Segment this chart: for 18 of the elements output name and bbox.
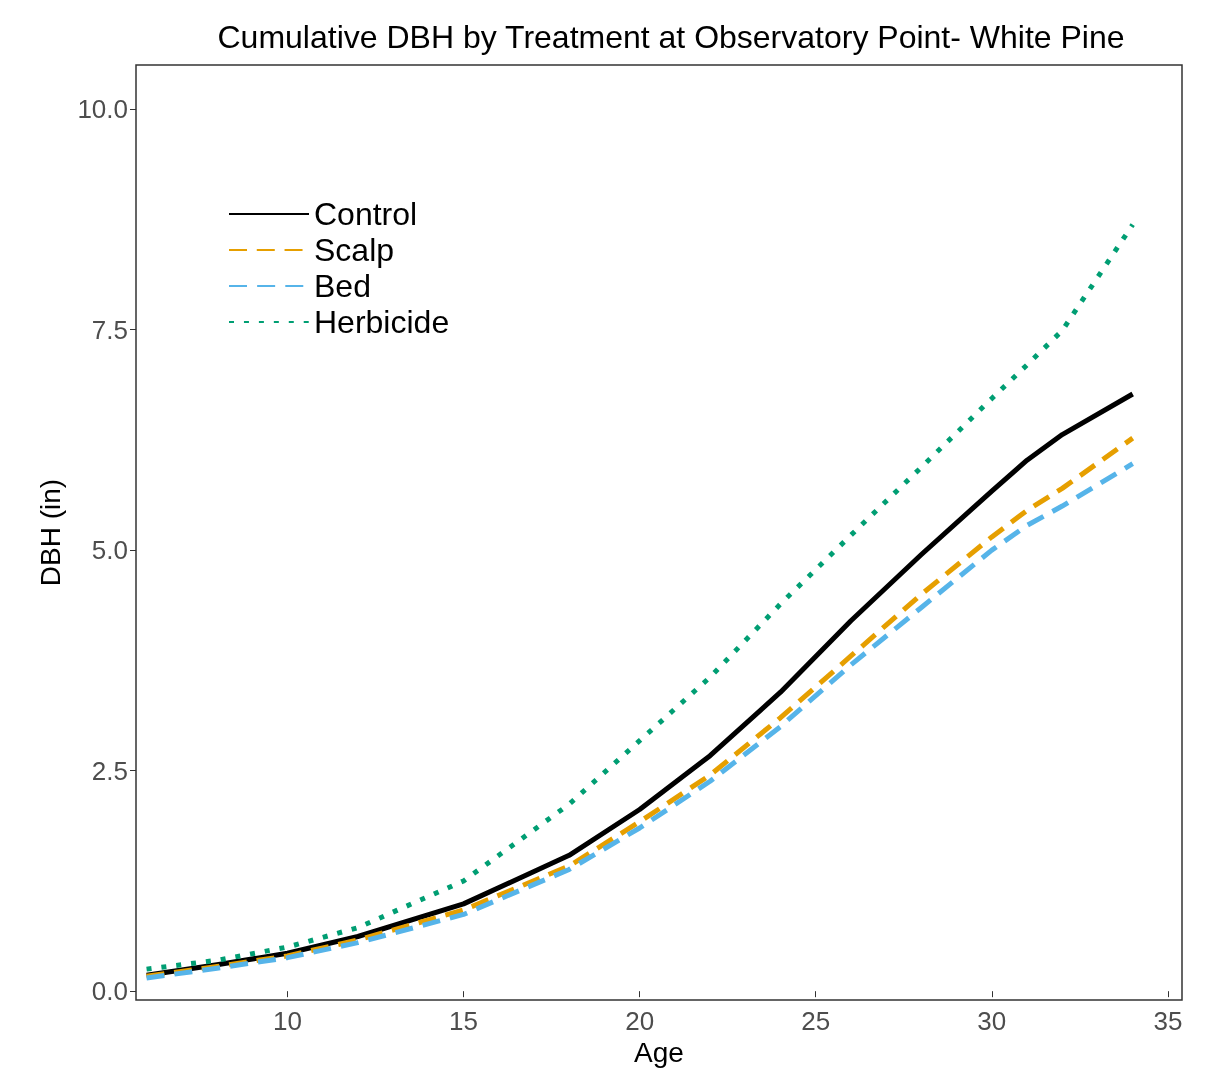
x-tick-label: 25 — [801, 1006, 831, 1036]
x-tick-label: 10 — [272, 1006, 302, 1036]
chart-title: Cumulative DBH by Treatment at Observatory Point- White Pine — [217, 19, 1125, 55]
y-axis-title: DBH (in) — [34, 478, 66, 587]
legend-label: Control — [314, 196, 418, 232]
x-tick-label: 30 — [977, 1006, 1007, 1036]
x-tick-label: 20 — [625, 1006, 655, 1036]
x-tick-label: 15 — [449, 1006, 478, 1036]
y-tick-label: 10.0 — [77, 94, 128, 125]
y-tick-label: 7.5 — [91, 314, 128, 345]
legend-label: Bed — [314, 268, 371, 304]
legend-label: Herbicide — [314, 304, 450, 340]
x-tick-label: 35 — [1153, 1006, 1183, 1036]
y-tick-label: 5.0 — [91, 535, 128, 566]
y-tick-label: 2.5 — [91, 755, 128, 786]
x-axis-title: Age — [634, 1037, 684, 1069]
legend-label: Scalp — [314, 232, 395, 268]
y-tick-label: 0.0 — [91, 976, 128, 1007]
